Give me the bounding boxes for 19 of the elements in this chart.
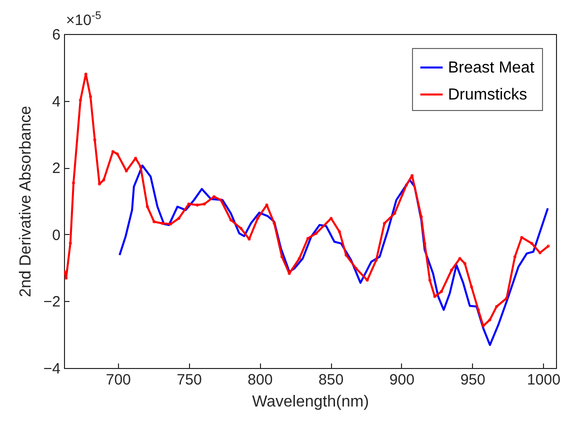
x-tick-label: 750 [176, 372, 202, 388]
x-axis-title: Wavelength(nm) [252, 394, 369, 410]
y-axis-title: 2nd Derivative Absorbance [17, 106, 34, 298]
legend-label: Breast Meat [448, 60, 535, 76]
x-tick-label: 850 [318, 372, 344, 388]
x-tick-label: 950 [460, 372, 486, 388]
y-tick-label: −4 [43, 360, 60, 378]
legend-label: Drumsticks [448, 86, 528, 104]
y-tick-label: 4 [52, 93, 60, 110]
y-tick-label: 6 [52, 26, 60, 44]
x-tick-label: 800 [248, 372, 273, 388]
x-tick-label: 900 [389, 372, 414, 388]
text: ×10$^{-5}$ [66, 10, 102, 29]
line-series [118, 164, 549, 346]
x-tick-label: 700 [106, 372, 131, 388]
x-tick-label: 1000 [527, 372, 560, 388]
y-tick-label: −2 [43, 294, 60, 311]
y-tick-label: 2 [52, 160, 60, 178]
y-tick-label: 0 [52, 226, 60, 244]
